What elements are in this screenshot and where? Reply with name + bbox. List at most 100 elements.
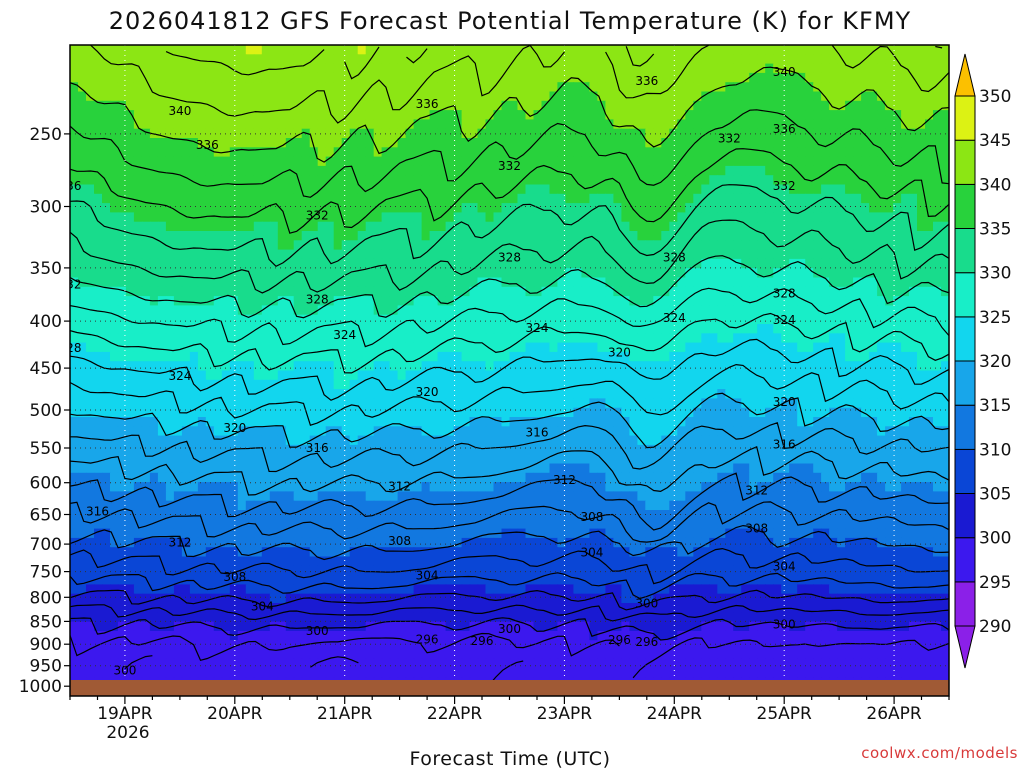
- field-cell: [285, 119, 295, 130]
- field-cell: [221, 119, 231, 130]
- field-cell: [253, 231, 263, 241]
- field-cell: [437, 351, 447, 362]
- field-cell: [197, 91, 207, 102]
- field-cell: [653, 277, 662, 288]
- field-cell: [733, 203, 742, 213]
- field-cell: [389, 444, 399, 455]
- field-cell: [149, 277, 159, 288]
- field-cell: [221, 305, 231, 316]
- field-cell: [765, 361, 774, 372]
- field-cell: [805, 286, 814, 297]
- field-cell: [573, 249, 582, 260]
- field-cell: [229, 156, 239, 167]
- field-cell: [621, 296, 630, 306]
- field-cell: [317, 296, 327, 306]
- field-cell: [110, 296, 119, 306]
- field-cell: [453, 444, 463, 455]
- field-cell: [509, 221, 519, 232]
- field-cell: [917, 110, 926, 120]
- field-cell: [709, 454, 718, 465]
- field-cell: [381, 444, 391, 455]
- field-cell: [453, 342, 463, 353]
- field-cell: [605, 454, 614, 465]
- field-cell: [381, 370, 391, 381]
- field-cell: [645, 165, 654, 176]
- field-cell: [669, 342, 678, 353]
- field-cell: [621, 221, 630, 232]
- field-cell: [102, 147, 111, 158]
- field-cell: [677, 454, 686, 465]
- field-cell: [213, 110, 223, 120]
- field-cell: [453, 389, 463, 399]
- field-cell: [941, 82, 949, 93]
- field-cell: [685, 45, 694, 55]
- field-cell: [661, 361, 670, 372]
- field-cell: [781, 342, 790, 353]
- field-cell: [677, 342, 686, 353]
- field-cell: [741, 100, 750, 111]
- field-cell: [221, 463, 231, 474]
- field-cell: [941, 156, 949, 167]
- field-cell: [597, 379, 606, 390]
- field-cell: [357, 193, 367, 204]
- field-cell: [349, 417, 359, 427]
- field-cell: [413, 72, 423, 83]
- field-cell: [541, 110, 551, 120]
- field-cell: [597, 221, 606, 232]
- field-cell: [349, 370, 359, 381]
- field-cell: [269, 82, 279, 93]
- field-cell: [110, 370, 119, 381]
- field-cell: [861, 361, 870, 372]
- field-cell: [749, 277, 758, 288]
- field-cell: [157, 212, 167, 223]
- field-cell: [637, 100, 646, 111]
- field-cell: [821, 370, 830, 381]
- field-cell: [557, 342, 566, 353]
- field-cell: [285, 100, 295, 111]
- field-cell: [829, 258, 838, 269]
- field-cell: [389, 258, 399, 269]
- field-cell: [829, 370, 838, 381]
- field-cell: [709, 296, 718, 306]
- field-cell: [845, 147, 854, 158]
- field-cell: [597, 351, 606, 362]
- field-cell: [589, 138, 598, 148]
- field-cell: [829, 119, 838, 130]
- field-cell: [86, 342, 95, 353]
- field-cell: [445, 407, 455, 418]
- field-cell: [565, 82, 574, 93]
- field-cell: [381, 398, 391, 409]
- field-cell: [173, 333, 183, 344]
- field-cell: [453, 314, 463, 325]
- field-cell: [461, 138, 471, 148]
- field-cell: [885, 389, 894, 399]
- field-cell: [309, 296, 319, 306]
- field-cell: [469, 72, 479, 83]
- field-cell: [205, 463, 215, 474]
- field-cell: [525, 249, 535, 260]
- field-cell: [637, 454, 646, 465]
- field-cell: [429, 407, 439, 418]
- field-cell: [149, 119, 159, 130]
- field-cell: [421, 54, 431, 65]
- field-cell: [653, 268, 662, 279]
- field-cell: [94, 82, 103, 93]
- field-cell: [181, 193, 191, 204]
- field-cell: [565, 165, 574, 176]
- field-cell: [341, 314, 351, 325]
- field-cell: [397, 82, 407, 93]
- field-cell: [133, 314, 143, 325]
- field-cell: [909, 444, 918, 455]
- field-cell: [821, 407, 830, 418]
- field-cell: [605, 314, 614, 325]
- field-cell: [205, 407, 215, 418]
- field-cell: [789, 147, 798, 158]
- field-cell: [269, 72, 279, 83]
- field-cell: [429, 268, 439, 279]
- field-cell: [845, 398, 854, 409]
- field-cell: [765, 454, 774, 465]
- field-cell: [277, 221, 287, 232]
- field-cell: [565, 156, 574, 167]
- field-cell: [70, 119, 79, 130]
- field-cell: [485, 305, 495, 316]
